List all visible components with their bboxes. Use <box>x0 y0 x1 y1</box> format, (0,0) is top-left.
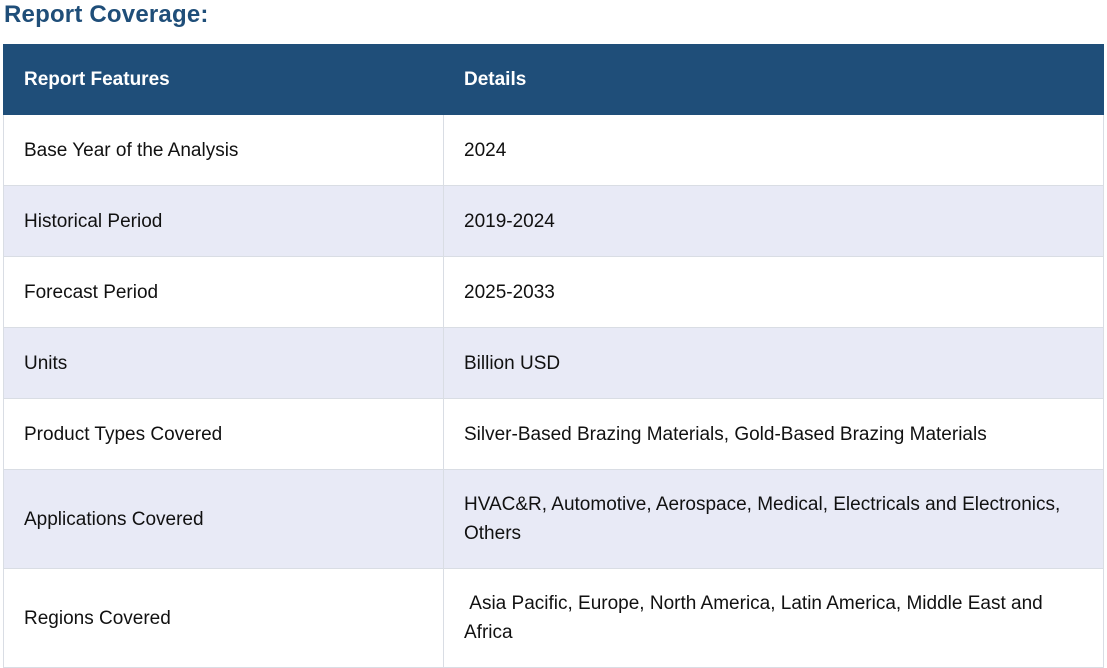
details-cell: 2024 <box>443 114 1104 186</box>
details-cell: 2025-2033 <box>443 256 1104 328</box>
page-title: Report Coverage: <box>4 1 209 28</box>
details-cell: HVAC&R, Automotive, Aerospace, Medical, … <box>443 469 1104 569</box>
table-row: Product Types Covered Silver-Based Brazi… <box>3 398 1104 470</box>
feature-cell: Regions Covered <box>3 568 444 668</box>
column-header-report-features: Report Features <box>3 44 444 115</box>
feature-cell: Product Types Covered <box>3 398 444 470</box>
details-cell: Silver-Based Brazing Materials, Gold-Bas… <box>443 398 1104 470</box>
table-row: Historical Period 2019-2024 <box>3 185 1104 257</box>
feature-cell: Units <box>3 327 444 399</box>
table-row: Units Billion USD <box>3 327 1104 399</box>
details-cell: Billion USD <box>443 327 1104 399</box>
column-header-details: Details <box>443 44 1104 115</box>
feature-cell: Forecast Period <box>3 256 444 328</box>
details-cell: 2019-2024 <box>443 185 1104 257</box>
table-row: Regions Covered Asia Pacific, Europe, No… <box>3 568 1104 668</box>
report-coverage-table: Report Features Details Base Year of the… <box>3 44 1104 668</box>
feature-cell: Base Year of the Analysis <box>3 114 444 186</box>
details-cell: Asia Pacific, Europe, North America, Lat… <box>443 568 1104 668</box>
table-row: Applications Covered HVAC&R, Automotive,… <box>3 469 1104 569</box>
feature-cell: Historical Period <box>3 185 444 257</box>
table-row: Base Year of the Analysis 2024 <box>3 114 1104 186</box>
table-header-row: Report Features Details <box>3 44 1104 115</box>
table-row: Forecast Period 2025-2033 <box>3 256 1104 328</box>
feature-cell: Applications Covered <box>3 469 444 569</box>
